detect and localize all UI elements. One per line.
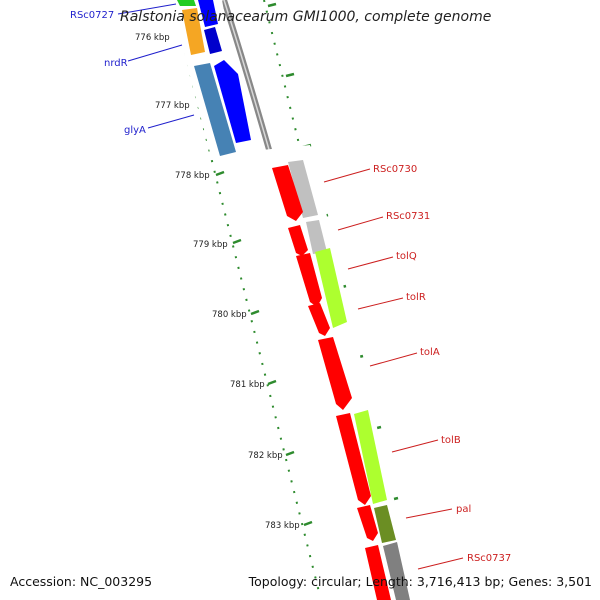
gene-label-pal[interactable]: pal <box>456 504 471 515</box>
gene-tola-red <box>318 337 352 410</box>
kbp-label-783: 783 kbp <box>265 521 300 531</box>
gene-red-4 <box>308 303 330 336</box>
gene-red-5 <box>336 413 371 505</box>
kbp-label-776: 776 kbp <box>135 33 170 43</box>
kbp-tick <box>250 309 260 316</box>
genome-title: Ralstonia solanacearum GMI1000, complete… <box>120 9 492 25</box>
gene-label-tola[interactable]: tolA <box>420 347 440 358</box>
kbp-tick <box>232 238 242 245</box>
gene-blue-large <box>214 60 251 143</box>
gene-nrdr-fill <box>182 8 205 55</box>
gene-red-7 <box>365 545 391 600</box>
gene-red-1 <box>272 165 303 221</box>
gene-rsc0730-fill <box>288 160 318 218</box>
gene-tolq-fill <box>315 248 347 328</box>
gene-rsc0737-fill <box>383 542 410 600</box>
kbp-tick <box>285 450 295 457</box>
gene-label-glya[interactable]: glyA <box>124 125 146 136</box>
gene-label-rsc0727[interactable]: RSc0727 <box>70 10 114 21</box>
gene-glya-fill <box>194 63 236 156</box>
kbp-label-778: 778 kbp <box>175 171 210 181</box>
gene-rsc0731-fill <box>306 220 327 254</box>
kbp-label-777: 777 kbp <box>155 101 190 111</box>
left-leader-lines <box>117 3 195 129</box>
right-features <box>272 160 410 600</box>
gene-red-6 <box>357 505 378 541</box>
left-features <box>177 0 251 156</box>
gene-red-2 <box>288 225 308 256</box>
gene-blue-small <box>198 0 218 27</box>
gene-label-tolb[interactable]: tolB <box>441 435 461 446</box>
accession-text: Accession: NC_003295 <box>10 574 153 589</box>
kbp-tick <box>303 520 313 527</box>
gene-label-tolq[interactable]: tolQ <box>396 251 417 262</box>
kbp-label-780: 780 kbp <box>212 310 247 320</box>
kbp-label-781: 781 kbp <box>230 380 265 390</box>
gene-label-nrdr[interactable]: nrdR <box>104 58 128 69</box>
gene-pal-fill <box>374 505 396 543</box>
kbp-tick <box>267 379 277 386</box>
kbp-label-779: 779 kbp <box>193 240 228 250</box>
right-leader-lines <box>323 168 464 570</box>
gene-rsc0727-fill <box>177 0 196 6</box>
gene-tolb-fill <box>354 410 387 504</box>
kbp-label-782: 782 kbp <box>248 451 283 461</box>
genome-summary-text: Topology: circular; Length: 3,716,413 bp… <box>248 574 592 589</box>
kbp-tick <box>215 170 225 177</box>
gene-blue-small-2 <box>204 27 222 54</box>
gene-red-3 <box>296 253 322 307</box>
gene-label-tolr[interactable]: tolR <box>406 292 426 303</box>
gene-label-rsc0730[interactable]: RSc0730 <box>373 164 417 175</box>
gene-label-rsc0731[interactable]: RSc0731 <box>386 211 430 222</box>
gene-label-rsc0737[interactable]: RSc0737 <box>467 553 511 564</box>
